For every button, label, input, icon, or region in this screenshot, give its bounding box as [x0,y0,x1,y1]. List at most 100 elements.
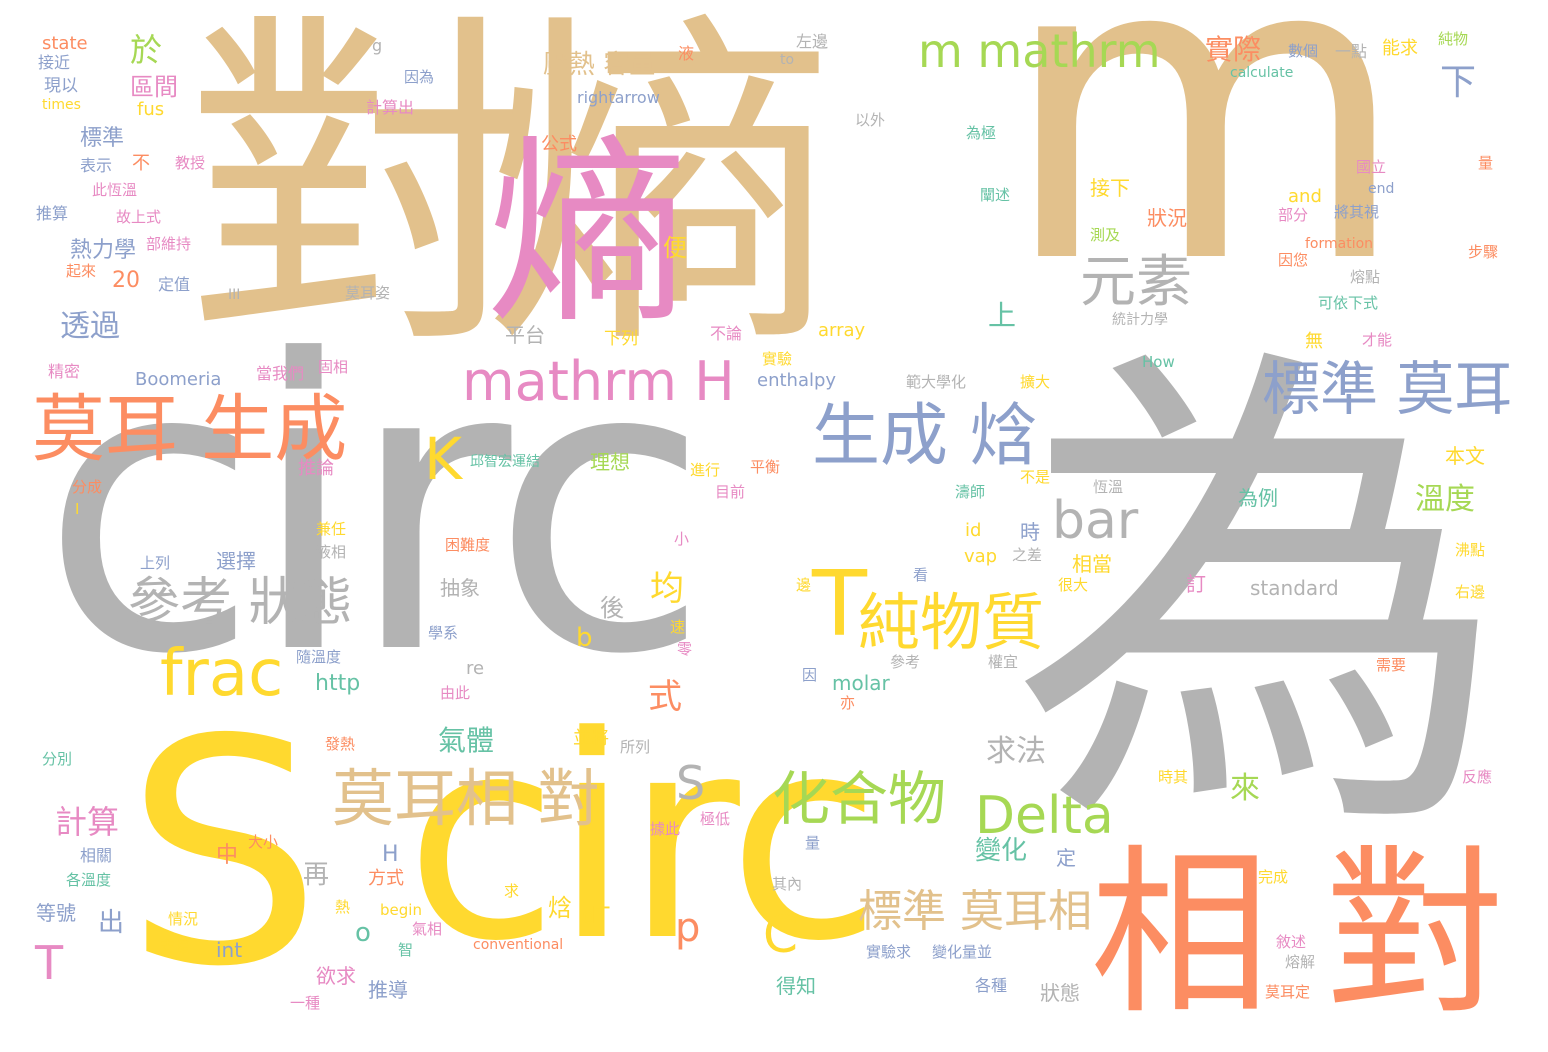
cloud-word: I [75,500,80,518]
cloud-word: 步驟 [1468,243,1499,261]
cloud-word: 之差 [1012,546,1043,564]
cloud-word: conventional [473,937,564,953]
cloud-word: 數個 [1288,42,1319,60]
cloud-word: 氣體 [438,724,495,757]
cloud-word: 由此 [440,684,471,702]
cloud-word: K [424,425,463,493]
cloud-word: rightarrow [577,88,660,107]
cloud-word: 隨溫度 [296,648,342,666]
cloud-word: 其內 [772,875,803,893]
cloud-word: 20 [112,268,140,293]
cloud-word: 支援 [160,938,191,956]
cloud-word: 以外 [855,111,886,129]
cloud-word: 時其 [1158,768,1189,786]
cloud-word: 權宜 [988,653,1019,671]
cloud-word: 敘述 [1276,933,1307,951]
cloud-word: 目前 [715,483,746,501]
cloud-word: b [576,623,593,653]
cloud-word: 相當 [1072,552,1112,576]
cloud-word: 實際 [1205,33,1262,66]
cloud-word: 表示 [80,156,113,175]
cloud-word: 等號 [36,901,76,925]
cloud-word: 能求 [1382,38,1418,59]
cloud-word: 欲求 [316,964,356,988]
cloud-word: standard [1250,576,1339,600]
cloud-word: 純物質 [858,586,1045,659]
cloud-word: 莫耳姿 [345,284,391,302]
cloud-word: 本文 [1445,444,1485,468]
cloud-word: 下列 [604,329,638,349]
cloud-word: 來 [1230,771,1260,806]
cloud-word: calculate [1230,65,1294,81]
cloud-word: 相關 [80,846,113,865]
cloud-word: 莫耳定 [1265,983,1311,1001]
cloud-word: 一點 [1335,42,1368,61]
cloud-word: fus [137,99,165,120]
cloud-word: 無 [1305,331,1323,352]
cloud-word: 智 [398,941,414,959]
cloud-word: 固相 [318,358,349,376]
cloud-word: 大小 [248,833,279,851]
cloud-word: enthalpy [757,370,837,391]
cloud-word: 發熱 [325,735,356,753]
cloud-word: 狀態 [1040,981,1080,1005]
cloud-word: 起來 [66,262,97,280]
cloud-word: 分別 [42,750,73,768]
cloud-word: 完成 [1258,868,1289,886]
cloud-word: 訂 [1186,572,1206,596]
cloud-word: 不論 [710,324,743,343]
cloud-word: 擴大 [1020,373,1051,391]
cloud-word: molar [832,671,890,695]
cloud-word: 分成 [72,478,103,496]
cloud-word: S [125,674,322,1035]
cloud-word: 因 [802,666,818,684]
cloud-word: 壓熱 容量 [543,50,656,80]
cloud-word: 推算 [36,204,69,223]
cloud-word: 熔解 [1285,953,1316,971]
cloud-word: 熱 [335,898,351,916]
cloud-word: 熔點 [1350,268,1381,286]
cloud-word: 很大 [1058,576,1089,594]
cloud-word: 接近 [38,53,71,72]
cloud-word: Boomeria [135,369,222,390]
cloud-word: 統計力學 [1112,312,1168,328]
cloud-word: 於 [130,31,163,69]
cloud-word: 標準 莫耳相 [858,886,1092,937]
cloud-word: 此恆溫 [92,181,138,199]
cloud-word: Delta [975,786,1114,846]
cloud-word: 極低 [700,810,731,828]
cloud-word: 推論 [298,458,334,479]
cloud-word: 看 [913,566,929,584]
cloud-word: 不是 [1020,468,1051,486]
cloud-word: 溫度 [1415,482,1475,517]
cloud-word: id [965,520,982,541]
cloud-word: 為例 [1238,486,1278,510]
cloud-word: 焓 [548,894,572,922]
cloud-word: 部維持 [146,235,192,253]
cloud-word: 據此 [650,820,681,838]
cloud-word: http [315,671,361,696]
cloud-word: p [675,905,701,951]
cloud-word: 沸點 [1455,541,1486,559]
cloud-word: vap [964,546,998,567]
cloud-word: 熱力學 [70,238,137,263]
cloud-word: 教授 [175,154,206,172]
cloud-word: 恆溫 [1093,478,1124,496]
cloud-word: 闡述 [980,186,1011,204]
cloud-word: 平台 [505,323,545,347]
cloud-word: 上 [988,299,1017,332]
cloud-word: 時 [1020,520,1040,544]
cloud-word: 反應 [1462,768,1493,786]
cloud-word: 參考 [890,653,921,671]
cloud-word: g [372,36,383,55]
cloud-word: 不 [132,153,150,174]
cloud-word: times [42,97,81,113]
cloud-word: 可依下式 [1318,294,1379,312]
cloud-word: 對 [1325,830,1506,1039]
cloud-word: S [676,756,706,810]
cloud-word: 元素 [1080,250,1192,315]
cloud-word: 變化量並 [932,943,993,961]
cloud-word: 精密 [48,362,81,381]
cloud-word: How [1142,353,1175,371]
cloud-word: 均 [650,569,684,609]
